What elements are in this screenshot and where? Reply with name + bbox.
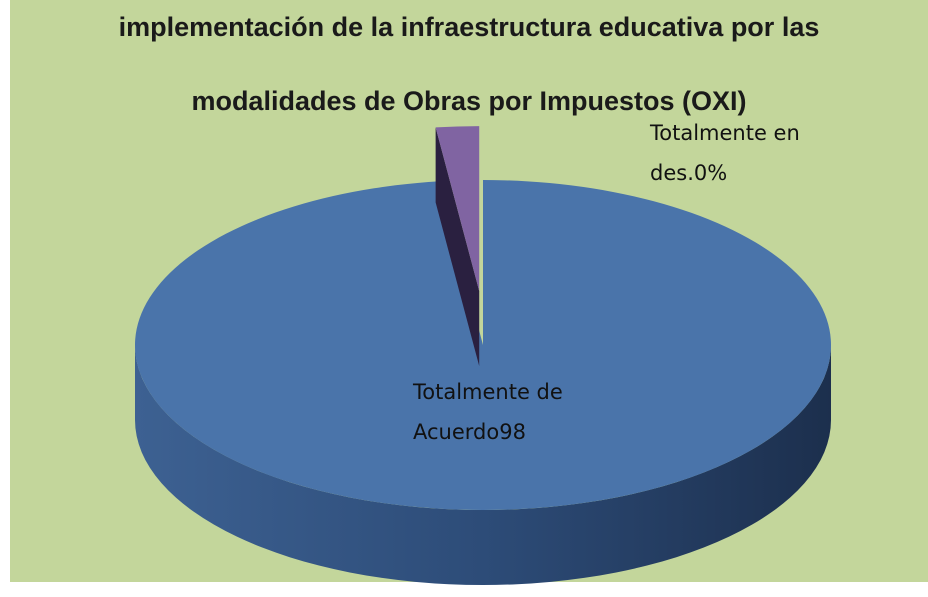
pie-slice [135,180,832,510]
slice-wall [435,127,480,367]
slice-side [135,345,831,585]
chart-title: modalidades de Obras por Impuestos (OXI) [191,86,747,116]
chart-title: implementación de la infraestructura edu… [118,12,820,42]
data-label: Totalmente de Acuerdo98 [413,380,563,444]
data-label: Totalmente en des.0% [650,121,800,185]
pie-slice [435,126,480,292]
